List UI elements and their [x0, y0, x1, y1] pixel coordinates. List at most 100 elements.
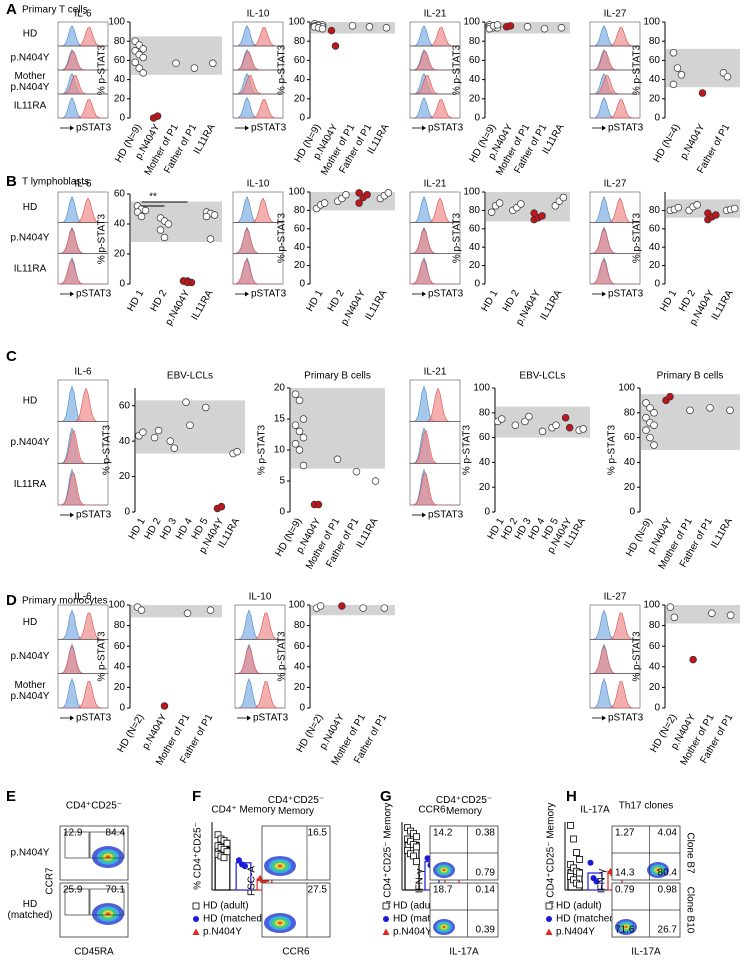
- y-tick-label: 80: [294, 620, 306, 631]
- data-point: [170, 444, 179, 452]
- data-point: [669, 48, 678, 57]
- y-tick-label: 20: [649, 682, 661, 693]
- data-point: [726, 611, 735, 620]
- data-point: [587, 859, 594, 866]
- y-axis-label: % p-STAT3: [632, 631, 643, 682]
- y-tick-label: 0: [484, 507, 490, 518]
- density-blob: [277, 921, 283, 925]
- data-point: [413, 858, 420, 866]
- data-point: [209, 59, 217, 68]
- panel-letter: H: [566, 788, 577, 805]
- legend-marker: [545, 928, 553, 935]
- histogram-frame: [232, 45, 284, 71]
- data-point: [316, 602, 325, 610]
- y-axis-label: % p-STAT3: [462, 424, 473, 475]
- gate-percent: 16.5: [308, 828, 328, 839]
- data-point: [320, 199, 329, 207]
- y-tick-label: 60: [469, 55, 481, 66]
- data-point: [410, 852, 417, 860]
- row-label: p.N404Y: [11, 437, 50, 448]
- y-tick-label: 60: [624, 432, 636, 443]
- row-label: Clone B10: [684, 887, 695, 934]
- data-point: [726, 406, 734, 415]
- chart-title: Primary B cells: [657, 371, 724, 382]
- y-tick-label: 60: [114, 55, 126, 66]
- legend-marker: [545, 902, 553, 910]
- panel-title: Primary monocytes: [22, 596, 108, 607]
- y-tick-label: 80: [649, 620, 661, 631]
- chart-title: CCR6: [418, 805, 446, 816]
- data-point: [220, 854, 228, 862]
- data-point: [201, 403, 210, 412]
- data-point: [299, 415, 308, 423]
- flow-title: Th17 clones: [619, 801, 673, 812]
- data-point: [552, 421, 560, 429]
- arrow-head: [70, 715, 74, 721]
- y-axis-label: % CD4⁺CD25⁻: [193, 822, 204, 890]
- histogram-title: IL-21: [424, 179, 447, 190]
- y-tick-label: 40: [469, 74, 481, 85]
- y-tick-label: 100: [643, 17, 660, 28]
- y-tick-label: 20: [114, 93, 126, 104]
- data-point: [217, 502, 226, 511]
- flow-title: CD4⁺CD25⁻: [436, 795, 492, 806]
- panel-letter: B: [6, 173, 17, 190]
- arrow-head: [245, 125, 249, 131]
- data-point: [708, 609, 716, 617]
- data-point: [730, 204, 739, 213]
- y-tick-label: 20: [114, 682, 126, 693]
- data-point: [183, 278, 192, 287]
- gate: [64, 831, 90, 859]
- data-point: [498, 415, 506, 423]
- arrow-head: [602, 125, 606, 131]
- y-axis-label: % p-STAT3: [607, 424, 618, 475]
- data-point: [150, 433, 159, 442]
- normal-range: [666, 605, 740, 624]
- y-tick-label: 80: [479, 407, 491, 418]
- y-tick-label: 40: [294, 661, 306, 672]
- category-label: HD 2: [501, 288, 522, 314]
- histogram-title: IL-6: [74, 592, 92, 603]
- y-tick-label: 80: [114, 36, 126, 47]
- y-tick-label: 60: [469, 223, 481, 234]
- data-point: [295, 446, 304, 454]
- histogram-title: IL-21: [424, 9, 447, 20]
- data-point: [525, 412, 533, 421]
- histogram-curve: [590, 681, 640, 709]
- bar: [587, 872, 603, 891]
- data-point: [666, 392, 674, 401]
- data-point: [642, 414, 650, 422]
- histogram-curve: [410, 468, 460, 506]
- data-point: [530, 209, 538, 217]
- data-point: [314, 500, 323, 509]
- data-point: [642, 426, 650, 434]
- data-point: [669, 80, 678, 89]
- flow-y-label: CCR7: [45, 867, 56, 895]
- panel-letter: F: [192, 788, 201, 805]
- data-point: [593, 878, 600, 885]
- gate-percent: 4.04: [658, 828, 678, 839]
- row-label: HD: [23, 29, 37, 40]
- y-tick-label: 20: [624, 482, 636, 493]
- y-tick-label: 0: [119, 113, 125, 124]
- data-point: [517, 200, 525, 208]
- data-point: [359, 604, 367, 612]
- y-tick-label: 60: [649, 55, 661, 66]
- data-point: [538, 212, 546, 220]
- data-point: [355, 199, 363, 207]
- data-point: [511, 421, 520, 429]
- histogram-title: IL-6: [74, 367, 92, 378]
- data-point: [677, 71, 686, 79]
- y-tick-label: 20: [649, 93, 661, 104]
- panel-letter: D: [6, 592, 17, 609]
- data-point: [723, 72, 732, 81]
- histogram-x-label: pSTAT3: [428, 289, 464, 300]
- gate-percent: 0.14: [476, 885, 496, 896]
- y-tick-label: 100: [618, 383, 635, 394]
- histogram-title: IL-10: [247, 9, 270, 20]
- arrow-head: [70, 291, 74, 297]
- density-blob: [442, 868, 446, 872]
- data-point: [538, 427, 547, 436]
- data-point: [139, 53, 147, 62]
- gate-percent: 18.7: [433, 885, 453, 896]
